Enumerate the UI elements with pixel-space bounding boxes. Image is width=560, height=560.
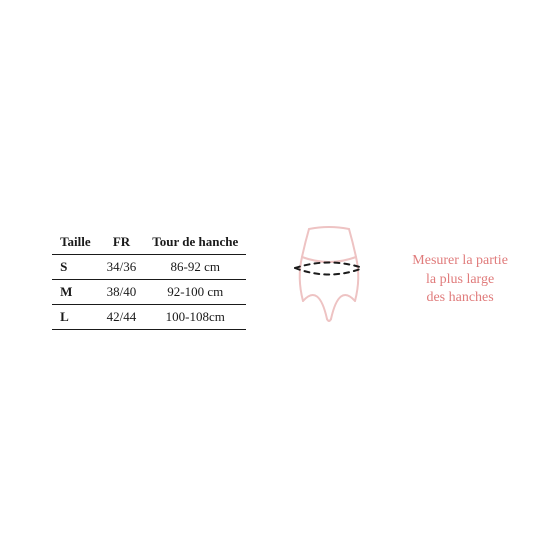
- table-row: M 38/40 92-100 cm: [52, 280, 246, 305]
- col-header-hip: Tour de hanche: [144, 230, 246, 255]
- cell-fr: 38/40: [99, 280, 145, 305]
- cell-hip: 100-108cm: [144, 305, 246, 330]
- cell-hip: 86-92 cm: [144, 255, 246, 280]
- cell-size: S: [52, 255, 99, 280]
- cell-size: L: [52, 305, 99, 330]
- size-table: Taille FR Tour de hanche S 34/36 86-92 c…: [52, 230, 246, 330]
- hip-illustration: [274, 223, 384, 338]
- cell-size: M: [52, 280, 99, 305]
- cell-hip: 92-100 cm: [144, 280, 246, 305]
- table-header-row: Taille FR Tour de hanche: [52, 230, 246, 255]
- measurement-instruction: Mesurer la partie la plus large des hanc…: [412, 252, 508, 309]
- table-row: S 34/36 86-92 cm: [52, 255, 246, 280]
- col-header-fr: FR: [99, 230, 145, 255]
- instruction-line: Mesurer la partie: [412, 253, 508, 268]
- col-header-size: Taille: [52, 230, 99, 255]
- cell-fr: 34/36: [99, 255, 145, 280]
- instruction-line: la plus large: [426, 272, 494, 287]
- cell-fr: 42/44: [99, 305, 145, 330]
- table-row: L 42/44 100-108cm: [52, 305, 246, 330]
- instruction-line: des hanches: [426, 290, 493, 305]
- size-guide: Taille FR Tour de hanche S 34/36 86-92 c…: [0, 0, 560, 560]
